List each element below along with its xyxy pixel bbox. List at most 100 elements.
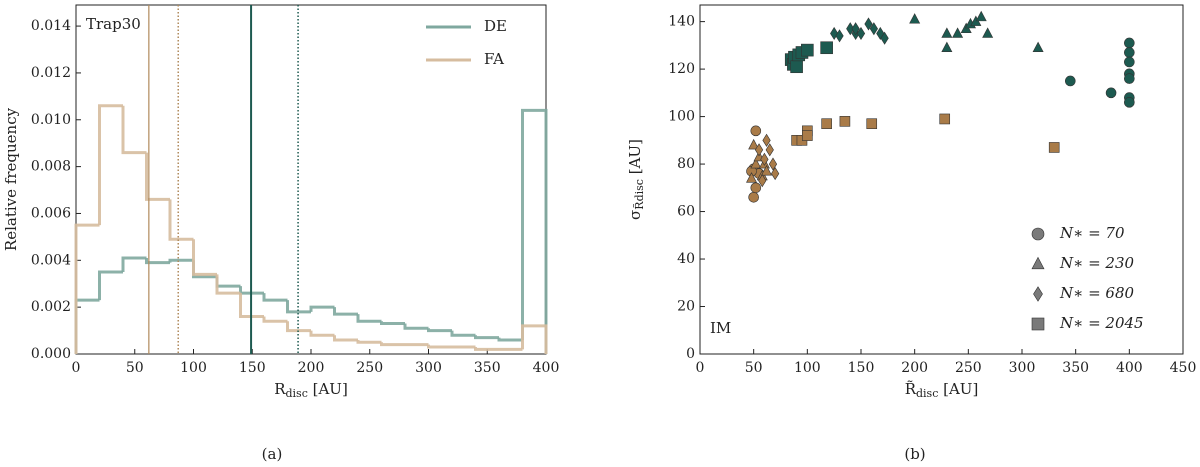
x-tick-label: 200 (298, 360, 325, 376)
x-tick-label: 350 (474, 360, 501, 376)
marker-triangle (941, 27, 953, 38)
histogram-bin (380, 321, 405, 326)
marker-square (801, 43, 814, 57)
marker-diamond (758, 174, 767, 188)
legend-label: FA (484, 50, 504, 68)
histogram-bin (497, 337, 523, 342)
plot-frame (699, 4, 1184, 355)
legend-label: N∗ = 2045 (1059, 314, 1144, 332)
marker-diamond (760, 152, 769, 166)
x-tick-label: 250 (955, 360, 982, 376)
histogram-bin (403, 323, 429, 330)
x-tick-label: 200 (901, 360, 928, 376)
caption: (a) (262, 445, 283, 463)
y-axis-label: σR̃disc [AU] (626, 139, 646, 220)
x-axis-label-part: disc (285, 387, 307, 400)
y-tick-label: 0 (686, 346, 695, 362)
histogram-bin (239, 293, 264, 319)
y-tick-label: 0.000 (31, 346, 71, 362)
x-axis-label: R̃disc [AU] (905, 380, 979, 400)
marker-triangle (952, 27, 964, 38)
legend-marker (1033, 286, 1043, 302)
y-tick-label: 100 (668, 109, 695, 125)
x-axis-label: Rdisc [AU] (274, 380, 348, 400)
x-tick-label: 100 (794, 360, 821, 376)
x-tick-label: 150 (239, 360, 266, 376)
histogram-bin (74, 298, 100, 354)
marker-circle (748, 192, 759, 203)
marker-square (1048, 142, 1060, 153)
histogram-bin (121, 105, 147, 155)
x-tick-label: 400 (533, 360, 560, 376)
legend-marker (1031, 256, 1045, 270)
y-axis-label-part: σ (626, 210, 644, 220)
histogram-bin (74, 223, 100, 354)
marker-diamond (771, 166, 780, 181)
y-tick-label: 0.012 (31, 65, 71, 81)
histogram-bin (215, 274, 241, 295)
histogram-bin (356, 314, 382, 323)
annotation: Trap30 (86, 15, 141, 33)
x-tick-label: 100 (180, 360, 207, 376)
histogram-bin (309, 305, 335, 312)
marker-square (802, 130, 813, 141)
histogram-bin (333, 307, 358, 316)
caption: (b) (904, 445, 925, 463)
histogram-bin (239, 286, 264, 295)
y-tick-label: 140 (668, 14, 695, 30)
marker-circle (1065, 75, 1076, 87)
y-tick-label: 0.002 (31, 299, 71, 315)
histogram-bin (309, 330, 335, 337)
x-tick-label: 300 (415, 360, 442, 376)
y-tick-label: 20 (677, 299, 695, 315)
histogram-bin (145, 257, 170, 265)
y-tick-label: 0.004 (31, 252, 71, 268)
marker-circle (1105, 87, 1117, 99)
legend-marker (1031, 317, 1045, 331)
marker-square (866, 118, 878, 130)
y-tick-label: 0.014 (31, 18, 71, 34)
marker-diamond (856, 26, 866, 41)
x-tick-label: 0 (696, 360, 705, 376)
marker-circle (750, 182, 762, 194)
marker-diamond (765, 143, 774, 157)
y-tick-label: 60 (677, 204, 695, 220)
histogram-bin (168, 258, 194, 263)
x-axis-label-part: R (274, 380, 286, 398)
histogram-bin (333, 335, 358, 342)
x-tick-label: 0 (72, 360, 81, 376)
x-axis-label-part: [AU] (938, 380, 978, 398)
legend-marker (1031, 227, 1045, 241)
histogram-bin (356, 339, 382, 344)
x-tick-label: 250 (356, 360, 383, 376)
marker-diamond (864, 17, 873, 31)
marker-circle (1124, 37, 1135, 49)
x-tick-label: 300 (1009, 360, 1036, 376)
marker-square (939, 113, 951, 125)
x-tick-label: 50 (126, 360, 144, 376)
x-tick-label: 350 (1062, 360, 1089, 376)
x-tick-label: 450 (1170, 360, 1197, 376)
marker-square (821, 118, 832, 130)
marker-diamond (869, 22, 878, 36)
histogram-bin (262, 293, 288, 302)
marker-triangle (941, 41, 953, 53)
marker-triangle (761, 165, 773, 176)
y-axis-label-part: [AU] (626, 139, 644, 179)
histogram-bin (168, 199, 194, 241)
annotation: IM (710, 319, 731, 337)
marker-circle (1124, 56, 1135, 68)
marker-triangle (1032, 41, 1044, 53)
y-axis-label-part: R̃disc (633, 179, 646, 210)
marker-circle (1124, 47, 1135, 58)
histogram-bin (450, 330, 476, 337)
histogram-bin (474, 346, 499, 351)
marker-circle (1124, 97, 1135, 108)
histogram-bin (286, 300, 311, 314)
marker-diamond (754, 143, 764, 157)
marker-triangle (909, 13, 921, 24)
histogram-bin (286, 321, 311, 333)
marker-diamond (851, 22, 860, 36)
marker-triangle (748, 138, 760, 150)
